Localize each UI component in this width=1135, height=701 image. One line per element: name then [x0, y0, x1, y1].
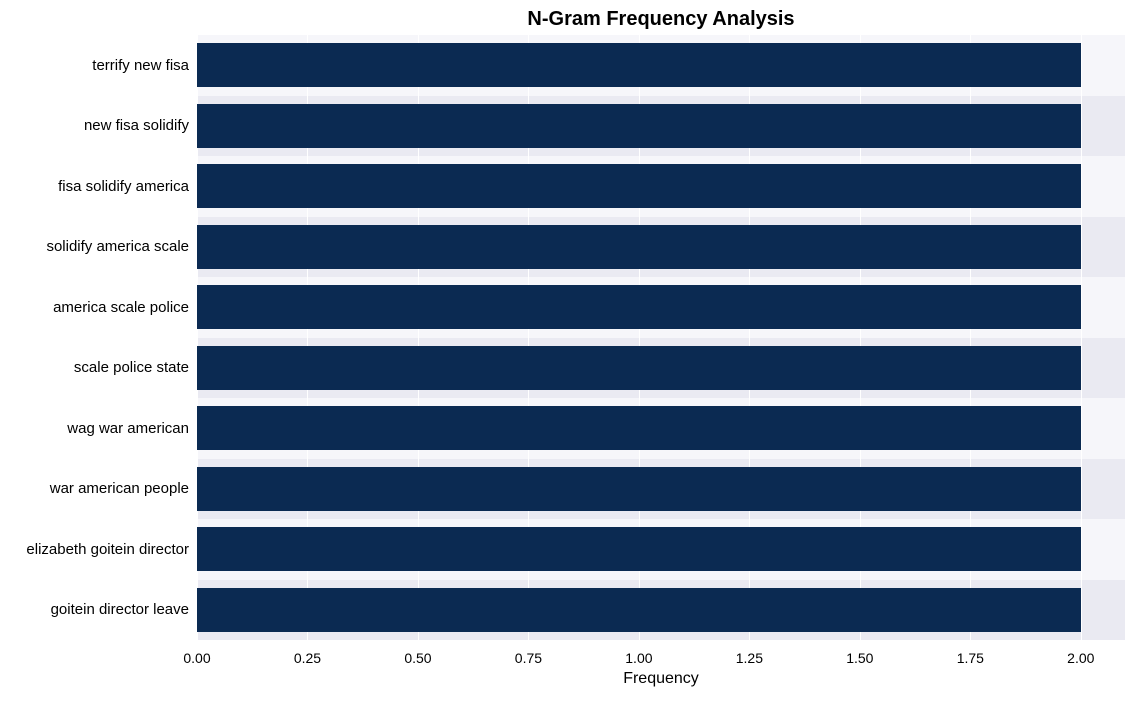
chart-title: N-Gram Frequency Analysis — [197, 8, 1125, 31]
y-tick-label: new fisa solidify — [84, 117, 189, 134]
plot-area — [197, 35, 1125, 640]
y-tick-label: elizabeth goitein director — [26, 541, 189, 558]
x-tick-label: 0.25 — [294, 650, 321, 666]
x-tick-label: 0.50 — [404, 650, 431, 666]
y-tick-label: terrify new fisa — [92, 57, 189, 74]
bar — [197, 406, 1081, 450]
x-tick-label: 0.75 — [515, 650, 542, 666]
bar — [197, 285, 1081, 329]
y-tick-label: goitein director leave — [51, 601, 189, 618]
bar — [197, 43, 1081, 87]
y-tick-label: solidify america scale — [46, 238, 189, 255]
ngram-chart: N-Gram Frequency Analysis Frequency — [0, 0, 1135, 701]
x-tick-label: 1.00 — [625, 650, 652, 666]
bar — [197, 164, 1081, 208]
y-tick-label: wag war american — [67, 420, 189, 437]
x-tick-label: 2.00 — [1067, 650, 1094, 666]
bar — [197, 104, 1081, 148]
bar — [197, 225, 1081, 269]
grid-line — [1081, 35, 1082, 640]
bar — [197, 467, 1081, 511]
x-tick-label: 0.00 — [183, 650, 210, 666]
bar — [197, 527, 1081, 571]
y-tick-label: scale police state — [74, 359, 189, 376]
x-tick-label: 1.50 — [846, 650, 873, 666]
x-tick-label: 1.75 — [957, 650, 984, 666]
y-tick-label: fisa solidify america — [58, 178, 189, 195]
x-tick-label: 1.25 — [736, 650, 763, 666]
x-axis-label: Frequency — [197, 670, 1125, 688]
bar — [197, 588, 1081, 632]
y-tick-label: america scale police — [53, 299, 189, 316]
bar — [197, 346, 1081, 390]
y-tick-label: war american people — [50, 480, 189, 497]
